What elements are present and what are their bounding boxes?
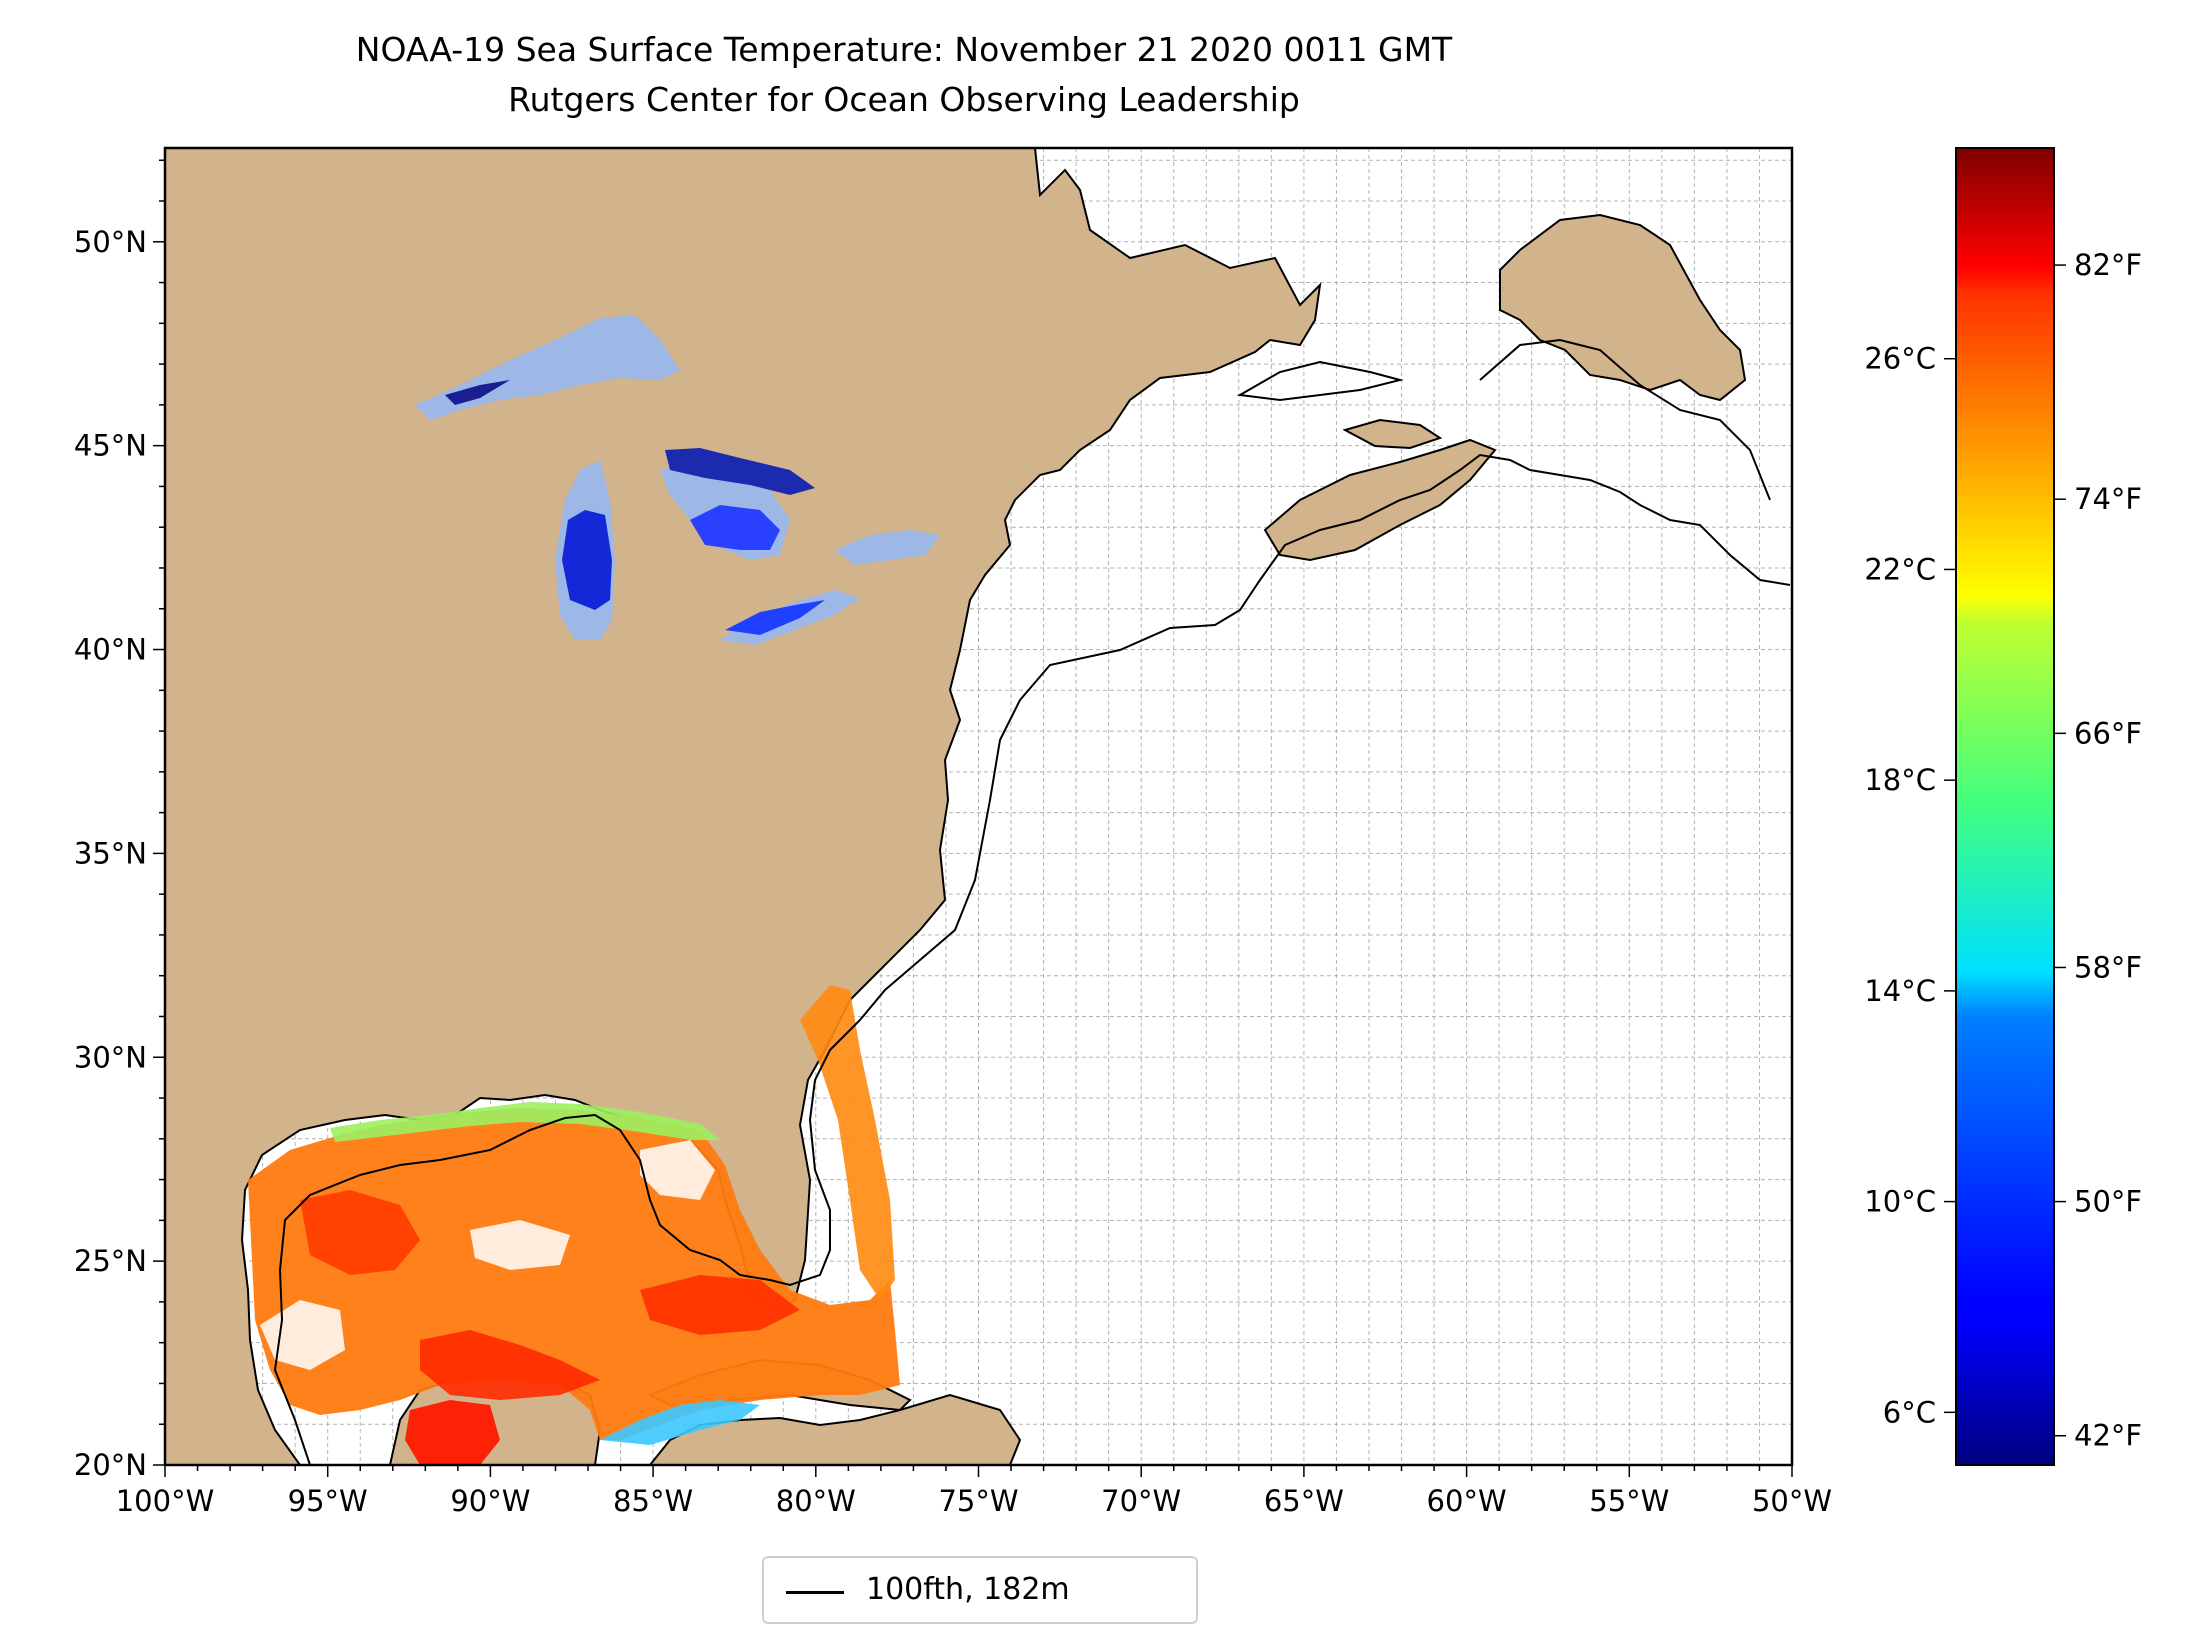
lat-tick-label: 35°N (74, 836, 147, 870)
longitude-axis: 100°W 95°W 90°W 85°W 80°W 75°W 70°W 65°W 60°W 55°… (116, 1465, 1832, 1518)
colorbar-celsius-label: 22°C (1864, 552, 1936, 586)
lon-tick-label: 100°W (116, 1484, 215, 1518)
colorbar-celsius-label: 18°C (1864, 763, 1936, 797)
lon-tick-label: 85°W (613, 1484, 693, 1518)
contour-gulf-of-st-lawrence (1236, 360, 1404, 402)
map-area (165, 148, 1792, 1465)
lon-tick-label: 65°W (1264, 1484, 1344, 1518)
contour-atlantic-shelf (273, 453, 1791, 1465)
gulf-sst-cool-coast (330, 1102, 720, 1142)
colorbar-celsius-label: 6°C (1883, 1395, 1936, 1429)
gulf-sst-gap-3 (640, 1140, 715, 1200)
georgian-bay-sst (665, 448, 815, 495)
caribbean-sst-cool (600, 1400, 760, 1445)
colorbar-celsius-label: 14°C (1864, 974, 1936, 1008)
colorbar-celsius-ticks: 6°C 10°C 14°C 18°C 22°C 26°C (1864, 342, 1956, 1429)
colorbar-frame (1955, 147, 2055, 1466)
colorbar-fahrenheit-label: 50°F (2074, 1185, 2142, 1219)
colorbar-fahrenheit-label: 74°F (2074, 482, 2142, 516)
gulf-sst-hot-3 (405, 1400, 500, 1465)
contour-newfoundland-shelf (1479, 338, 1771, 501)
colorbar-fahrenheit-label: 42°F (2074, 1419, 2142, 1453)
gulf-sst-overlay (248, 985, 900, 1465)
lon-tick-label: 95°W (288, 1484, 368, 1518)
pei-island (1342, 418, 1443, 450)
lat-tick-label: 40°N (74, 633, 147, 667)
legend-label: 100fth, 182m (866, 1572, 1070, 1607)
lake-sst-overlay (445, 380, 825, 635)
colorbar-fahrenheit-label: 82°F (2074, 248, 2142, 282)
chart-subtitle: Rutgers Center for Ocean Observing Leade… (508, 80, 1300, 119)
lon-tick-label: 60°W (1427, 1484, 1507, 1518)
chart-title: NOAA-19 Sea Surface Temperature: Novembe… (355, 30, 1453, 69)
colorbar-fahrenheit-label: 66°F (2074, 716, 2142, 750)
legend: 100fth, 182m (762, 1556, 1198, 1624)
legend-line-swatch (786, 1591, 844, 1594)
lat-tick-label: 50°N (74, 225, 147, 259)
colorbar-fahrenheit-label: 58°F (2074, 950, 2142, 984)
colorbar-celsius-label: 10°C (1864, 1185, 1936, 1219)
lat-tick-label: 25°N (74, 1244, 147, 1278)
lat-tick-label: 30°N (74, 1040, 147, 1074)
lake-ontario (835, 530, 940, 565)
lon-tick-label: 75°W (938, 1484, 1018, 1518)
lake-superior-sst (445, 380, 510, 405)
colorbar-fahrenheit-ticks: 42°F 50°F 58°F 66°F 74°F 82°F (2054, 248, 2142, 1453)
lat-tick-label: 20°N (74, 1448, 147, 1482)
gulf-sst-hot-2 (420, 1330, 600, 1400)
lake-huron-sst (690, 505, 780, 550)
gulf-sst-hot-1 (300, 1190, 420, 1275)
bathymetry-contour-100fth (273, 338, 1791, 1465)
colorbar-gradient (1956, 148, 2054, 1465)
latitude-axis: 20°N 25°N 30°N 35°N 40°N 45°N 50°N (74, 159, 165, 1482)
lon-tick-label: 80°W (776, 1484, 856, 1518)
lon-tick-label: 50°W (1752, 1484, 1832, 1518)
lon-tick-label: 55°W (1589, 1484, 1669, 1518)
north-america-land (165, 148, 1322, 1465)
gulf-sst-gap-1 (470, 1220, 570, 1270)
lat-tick-label: 45°N (74, 429, 147, 463)
lon-tick-label: 90°W (450, 1484, 530, 1518)
lon-tick-label: 70°W (1101, 1484, 1181, 1518)
lake-erie-sst (725, 600, 825, 635)
colorbar: 6°C 10°C 14°C 18°C 22°C 26°C 42°F 50°F 58°F 66°F… (1864, 147, 2142, 1466)
gulf-sst-hot-4 (640, 1275, 800, 1335)
lake-michigan-sst (562, 510, 612, 610)
colorbar-celsius-label: 26°C (1864, 342, 1936, 376)
newfoundland-island (1499, 213, 1747, 402)
gulf-sst-warm (248, 1108, 900, 1440)
